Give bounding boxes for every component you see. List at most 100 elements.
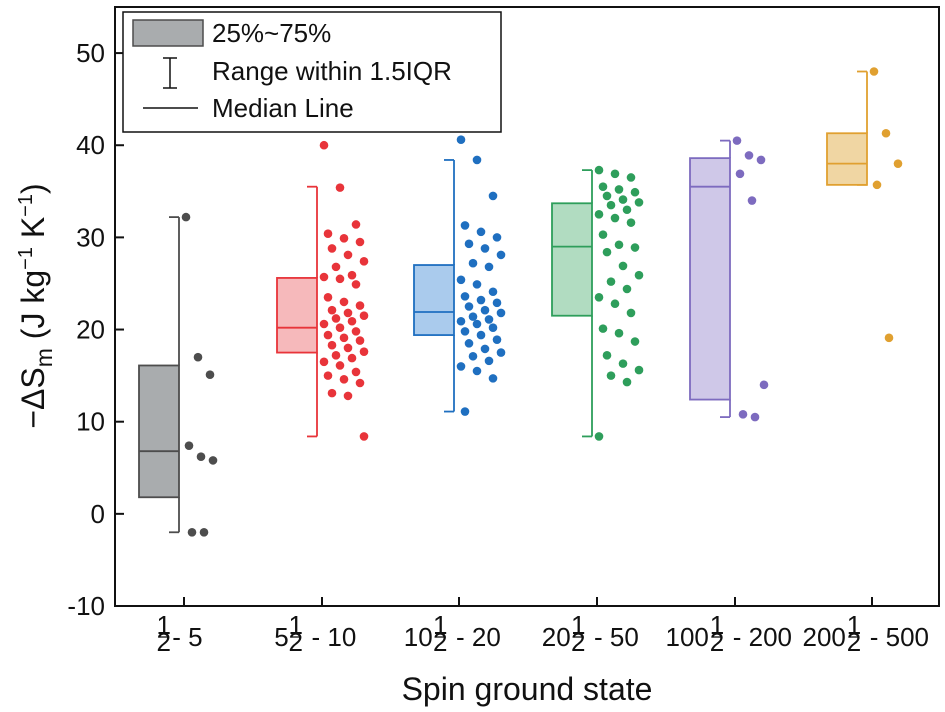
legend-box-swatch <box>132 19 204 47</box>
x-label-whole: 20 <box>542 622 571 652</box>
data-point <box>893 159 903 168</box>
x-label-frac-den: 2 <box>710 627 724 657</box>
data-point <box>187 527 197 537</box>
data-point <box>622 284 632 294</box>
data-point <box>468 312 478 321</box>
data-point <box>335 183 345 192</box>
y-title-units-close: ) <box>15 183 51 194</box>
x-label-rest: - 5 <box>172 622 202 652</box>
data-point <box>610 169 620 179</box>
data-point <box>594 292 604 302</box>
data-point <box>630 337 640 346</box>
data-point <box>488 191 498 201</box>
data-point <box>610 213 620 223</box>
data-point <box>468 351 478 361</box>
box-series <box>689 136 769 422</box>
data-point <box>626 308 636 318</box>
data-point <box>488 374 498 383</box>
data-point <box>614 328 624 338</box>
data-point <box>323 330 333 340</box>
data-point <box>496 348 506 357</box>
x-label-frac-den: 2 <box>433 627 447 657</box>
box-series-layer <box>138 67 903 537</box>
data-point <box>347 270 357 280</box>
data-point <box>735 169 745 179</box>
x-label-rest: - 200 <box>726 622 793 652</box>
box-series <box>138 212 218 537</box>
data-point <box>602 191 612 201</box>
data-point <box>630 243 640 252</box>
x-label-frac-den: 2 <box>289 627 303 657</box>
x-axis: 12- 5 5 12 - 10 10 12 - 20 20 12 - 50 100 12 - 2… <box>157 597 929 657</box>
y-title-prefix: −ΔS <box>15 367 51 428</box>
x-label-frac-den: 2 <box>571 627 585 657</box>
x-label-whole: 100 <box>666 622 709 652</box>
y-title-units-mid: K <box>15 217 51 247</box>
y-title-subscript: m <box>31 348 57 367</box>
data-point <box>492 233 502 242</box>
legend: 25%~75% Range within 1.5IQR Median Line <box>122 11 502 133</box>
y-tick-label: 0 <box>91 499 105 529</box>
x-label-rest: - 20 <box>449 622 501 652</box>
y-title-sup2: −1 <box>15 194 37 217</box>
data-point <box>472 280 482 289</box>
x-tick-label: 10 12 - 20 <box>404 610 501 657</box>
box-series <box>276 140 369 441</box>
data-point <box>750 412 760 422</box>
data-point <box>614 185 624 194</box>
data-point <box>606 277 616 286</box>
data-point <box>480 344 490 354</box>
data-point <box>460 221 470 230</box>
iqr-box <box>826 132 868 186</box>
data-point <box>208 456 218 465</box>
data-point <box>351 367 361 377</box>
data-point <box>747 196 757 205</box>
data-point <box>339 375 349 384</box>
legend-entry-median: Median Line <box>212 93 354 123</box>
data-point <box>618 195 628 204</box>
data-point <box>594 210 604 219</box>
data-point <box>343 391 353 401</box>
data-point <box>181 212 191 222</box>
data-point <box>464 302 474 311</box>
y-title-units-open: (J kg <box>15 270 51 348</box>
data-point <box>630 187 640 197</box>
data-point <box>323 371 333 380</box>
data-point <box>626 173 636 182</box>
data-point <box>598 182 608 191</box>
x-tick-label: 20 12 - 50 <box>542 610 639 657</box>
data-point <box>339 333 349 343</box>
data-point <box>884 333 894 343</box>
data-point <box>606 371 616 380</box>
y-axis-title: −ΔSm (J kg−1 K−1) <box>15 183 57 428</box>
data-point <box>460 327 470 336</box>
data-point <box>738 410 748 419</box>
data-point <box>488 323 498 332</box>
y-tick-label: 40 <box>76 130 105 160</box>
data-point <box>472 155 482 165</box>
data-point <box>618 261 628 271</box>
data-point <box>359 311 369 321</box>
data-point <box>480 305 490 315</box>
data-point <box>327 244 337 253</box>
legend-entry-iqr: 25%~75% <box>212 18 331 48</box>
data-point <box>456 362 466 371</box>
x-axis-title: Spin ground state <box>402 671 653 707</box>
data-point <box>598 324 608 333</box>
data-point <box>484 356 494 366</box>
y-tick-label: 50 <box>76 38 105 68</box>
iqr-box <box>138 364 180 499</box>
data-point <box>359 432 369 441</box>
data-point <box>196 452 206 462</box>
data-point <box>634 270 644 280</box>
y-tick-label: 10 <box>76 407 105 437</box>
x-label-frac-den: 2 <box>157 627 171 657</box>
data-point <box>872 180 882 190</box>
data-point <box>626 218 636 227</box>
data-point <box>343 343 353 353</box>
data-point <box>472 366 482 376</box>
data-point <box>327 388 337 398</box>
data-point <box>205 370 215 379</box>
data-point <box>351 280 361 289</box>
whisker-range-icon <box>163 57 177 89</box>
